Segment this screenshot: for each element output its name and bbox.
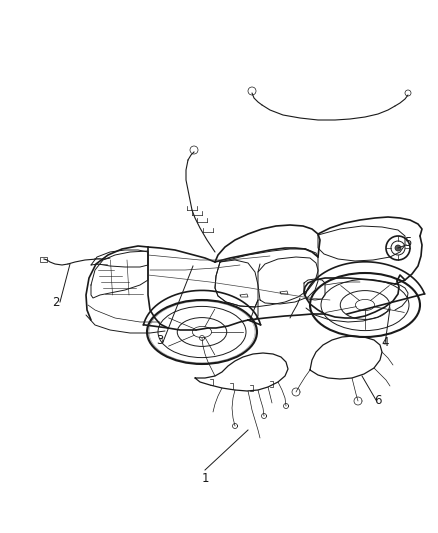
Text: 2: 2 bbox=[52, 295, 60, 309]
Text: 1: 1 bbox=[201, 472, 209, 484]
Bar bbox=[40, 257, 47, 262]
Text: 3: 3 bbox=[156, 334, 164, 346]
Circle shape bbox=[395, 245, 401, 251]
Text: 5: 5 bbox=[404, 237, 412, 249]
Text: 6: 6 bbox=[374, 393, 382, 407]
Text: 4: 4 bbox=[381, 336, 389, 350]
